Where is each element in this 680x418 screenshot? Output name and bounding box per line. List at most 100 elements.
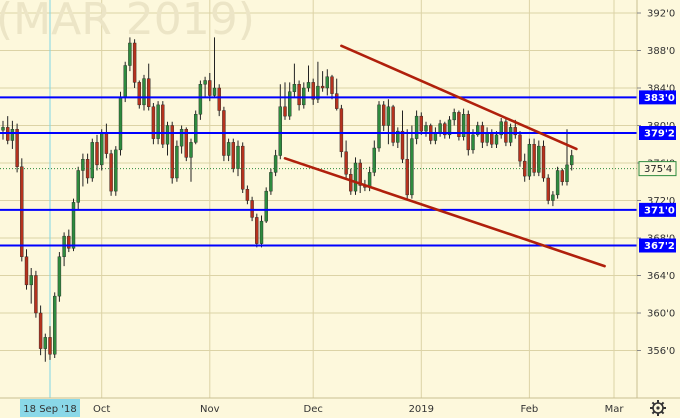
candle — [297, 80, 301, 111]
candle-body-up — [461, 114, 466, 137]
candle — [551, 191, 555, 207]
candle — [71, 198, 76, 252]
candle-body-up — [433, 132, 438, 141]
candle — [123, 61, 127, 103]
candle — [527, 138, 532, 180]
candle — [29, 268, 33, 304]
candle-body-down — [532, 144, 536, 173]
candle-body-up — [316, 85, 320, 100]
candle — [391, 104, 395, 147]
candle — [424, 121, 428, 137]
candle-body-up — [273, 155, 278, 173]
price-tick-label: 356'0 — [647, 346, 675, 357]
candle-body-down — [95, 142, 99, 166]
candles — [1, 37, 574, 362]
level-marker — [639, 238, 676, 253]
candle — [358, 159, 362, 193]
horizontal-levels[interactable] — [0, 96, 637, 247]
price-tick-label: 388'0 — [647, 46, 675, 57]
candle — [203, 76, 207, 98]
candle-body-up — [128, 42, 132, 66]
candle — [48, 326, 52, 360]
candle-body-down — [311, 82, 315, 100]
candle — [179, 125, 184, 154]
time-axis[interactable]: 18 Sep '18 Oct Nov Dec 2019 Feb Mar — [20, 399, 624, 417]
trendlines[interactable] — [283, 44, 606, 268]
candle-body-down — [541, 145, 546, 179]
candle — [400, 110, 405, 163]
candle-body-up — [555, 170, 560, 196]
candle — [142, 74, 146, 111]
candle — [377, 101, 381, 152]
candle — [15, 123, 19, 173]
candle — [546, 174, 550, 205]
candle — [532, 138, 536, 177]
candle-body-down — [490, 132, 494, 145]
candle-body-up — [99, 132, 104, 166]
candle-body-up — [325, 76, 329, 89]
candle-body-up — [438, 123, 442, 134]
candle — [34, 270, 38, 318]
candle-body-down — [560, 170, 564, 182]
candle — [81, 153, 85, 187]
candle-body-down — [231, 142, 236, 169]
candle-body-down — [137, 82, 142, 106]
candle — [259, 215, 264, 248]
candle — [283, 82, 287, 120]
candle-body-down — [24, 256, 29, 286]
candle-body-down — [161, 104, 165, 145]
candle — [570, 149, 574, 171]
candle-body-down — [208, 80, 212, 96]
candle — [231, 138, 236, 173]
candle-body-up — [447, 119, 452, 136]
level-marker-label: 383'0 — [644, 93, 675, 104]
candle-body-down — [132, 42, 137, 83]
candle-body-up — [81, 159, 85, 171]
candle-body-up — [476, 125, 480, 136]
candle-body-up — [53, 295, 57, 355]
candle — [1, 120, 5, 140]
candle-body-down — [339, 108, 344, 152]
price-tick-label: 392'0 — [647, 9, 675, 20]
time-tick-label: Nov — [200, 404, 220, 415]
candle — [508, 123, 513, 147]
candle — [193, 110, 198, 145]
current-price-marker — [638, 161, 677, 177]
candle — [419, 112, 423, 135]
candle-body-up — [142, 78, 146, 106]
candle-body-up — [203, 80, 207, 85]
candle-body-down — [518, 134, 522, 162]
level-marker — [639, 90, 676, 105]
candle — [386, 99, 391, 145]
candle-body-down — [419, 115, 423, 132]
candle-body-up — [29, 275, 33, 286]
candle — [288, 82, 292, 120]
candle-body-up — [508, 127, 513, 143]
level-marker — [639, 202, 676, 217]
candle — [128, 37, 132, 72]
candle — [396, 127, 400, 148]
candle — [118, 91, 123, 156]
candle — [499, 118, 503, 139]
candle-body-up — [278, 106, 282, 156]
candle-body-up — [452, 112, 456, 121]
candle-body-up — [179, 129, 184, 147]
candle-body-down — [297, 84, 301, 106]
candle-body-down — [382, 104, 386, 126]
trendline[interactable] — [283, 157, 606, 268]
candle-body-down — [457, 112, 461, 137]
gear-icon[interactable] — [650, 400, 666, 416]
candle-body-up — [236, 145, 240, 169]
candle-body-up — [114, 149, 118, 192]
candle — [461, 108, 466, 141]
crosshair-date-badge — [20, 399, 80, 417]
candle-body-up — [424, 125, 428, 132]
candle-body-up — [499, 121, 503, 136]
candle — [457, 110, 461, 141]
candle — [264, 187, 268, 223]
candle — [292, 63, 297, 98]
candle-body-up — [306, 82, 311, 89]
trendline[interactable] — [340, 44, 578, 151]
candle-body-up — [198, 84, 203, 115]
